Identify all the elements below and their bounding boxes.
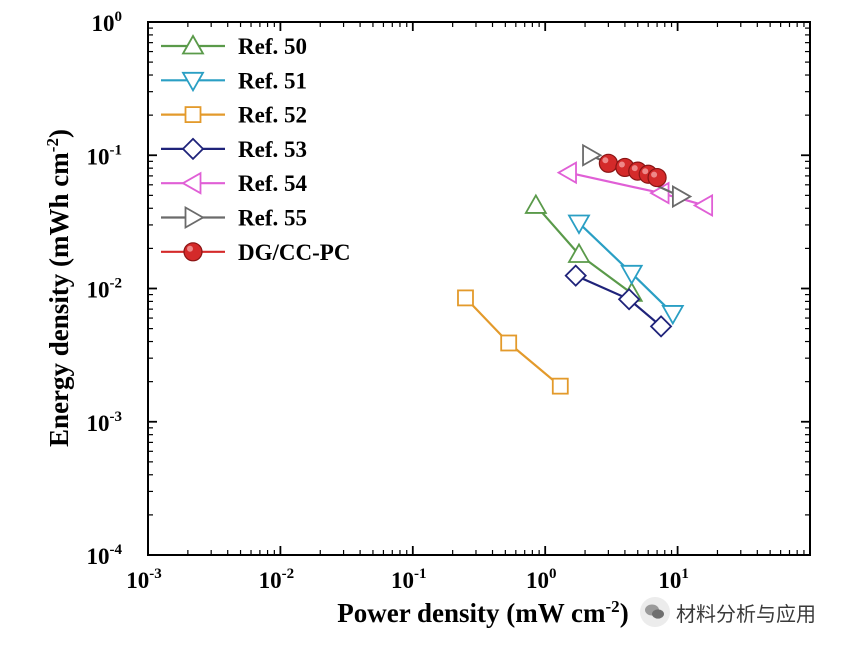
legend-marker (181, 171, 202, 195)
legend-label: DG/CC-PC (238, 240, 350, 265)
series-ref-53 (564, 264, 673, 338)
watermark: 材料分析与应用 (640, 594, 816, 630)
data-point (692, 193, 714, 218)
circle-highlight (631, 165, 638, 172)
x-tick-label: 10-3 (126, 566, 162, 593)
data-point (500, 334, 518, 352)
legend-label: Ref. 54 (238, 171, 307, 196)
data-point (567, 242, 591, 263)
legend-marker (184, 106, 202, 123)
series-ref-50 (524, 193, 644, 302)
legend-marker (181, 71, 205, 93)
wechat-icon (640, 597, 670, 627)
circle-body (598, 153, 618, 173)
x-tick-label: 10-1 (391, 566, 427, 593)
data-point (564, 264, 587, 287)
x-tick-label: 101 (658, 566, 689, 593)
legend-label: Ref. 50 (238, 34, 307, 59)
y-tick-label: 10-4 (87, 542, 123, 569)
circle-highlight (187, 245, 193, 252)
legend-marker (181, 34, 205, 55)
data-point (457, 289, 474, 307)
y-tick-label: 10-1 (87, 142, 123, 169)
x-tick-label: 100 (526, 566, 557, 593)
circle-body (647, 167, 667, 188)
x-axis-label: Power density (mW cm-2) (337, 597, 628, 628)
y-tick-labels: 10-4 10-3 10-2 10-1 100 (87, 9, 123, 569)
data-point (598, 153, 618, 173)
legend-label: Ref. 55 (238, 206, 307, 231)
legend-label: Ref. 52 (238, 103, 307, 128)
series-layer (457, 143, 714, 395)
circle-highlight (651, 171, 658, 178)
legend-item: DG/CC-PC (161, 240, 350, 265)
legend-marker (181, 137, 205, 161)
x-tick-labels: 10-3 10-2 10-1 100 101 (126, 566, 689, 593)
series-ref-51 (567, 214, 685, 326)
data-point (620, 264, 644, 286)
data-point (551, 377, 569, 395)
data-point (661, 305, 685, 326)
y-tick-label: 100 (92, 9, 123, 36)
circle-highlight (602, 157, 609, 164)
legend-marker (183, 242, 203, 262)
data-point (556, 161, 577, 185)
legend-marker (184, 205, 205, 230)
watermark-text: 材料分析与应用 (676, 601, 816, 626)
data-point (672, 184, 693, 209)
data-point (617, 288, 641, 311)
legend-item: Ref. 50 (161, 34, 307, 59)
legend-item: Ref. 54 (161, 171, 307, 196)
legend: Ref. 50 Ref. 51 Ref. 52 Ref. 53 Ref. 54 Ref. … (161, 34, 350, 265)
y-axis-label: Energy density (mWh cm-2) (43, 129, 74, 447)
data-point (649, 315, 673, 338)
y-tick-label: 10-3 (87, 409, 123, 436)
data-point (524, 193, 548, 214)
legend-label: Ref. 51 (238, 68, 307, 93)
circle-body (183, 242, 203, 262)
series-ref-52 (457, 289, 569, 395)
legend-item: Ref. 51 (161, 68, 307, 93)
legend-item: Ref. 53 (161, 137, 307, 162)
circle-highlight (618, 161, 625, 168)
data-point (582, 143, 603, 167)
y-tick-label: 10-2 (87, 276, 123, 303)
axis-ticks (147, 21, 811, 556)
legend-item: Ref. 55 (161, 206, 307, 231)
circle-highlight (642, 168, 649, 175)
x-tick-label: 10-2 (259, 566, 295, 593)
data-point (647, 167, 667, 188)
legend-item: Ref. 52 (161, 103, 307, 128)
data-point (567, 214, 591, 235)
series-dg-cc-pc (598, 153, 667, 188)
legend-label: Ref. 53 (238, 137, 307, 162)
